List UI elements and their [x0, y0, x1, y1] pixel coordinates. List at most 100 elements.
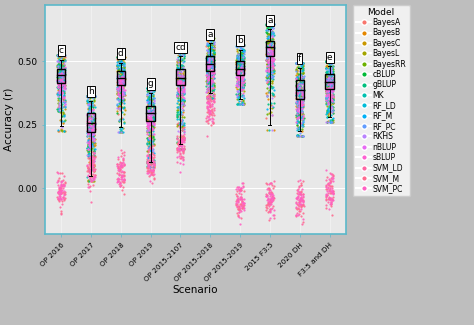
Point: [118, 99, 125, 104]
Point: [297, 85, 304, 90]
Point: [264, 24, 272, 29]
Point: [118, 84, 125, 90]
Point: [173, 115, 181, 120]
Point: [295, 119, 303, 124]
Point: [300, 60, 307, 65]
Point: [325, 64, 332, 70]
Point: [270, 196, 277, 201]
Point: [150, 85, 157, 91]
Point: [58, 105, 65, 110]
Point: [119, 79, 127, 84]
Point: [209, 120, 217, 125]
Point: [146, 98, 154, 103]
Point: [237, 202, 245, 207]
Point: [179, 73, 186, 79]
Point: [174, 65, 182, 70]
Point: [238, 53, 246, 58]
Point: [90, 93, 98, 98]
Point: [322, 79, 329, 84]
Point: [181, 147, 188, 152]
Point: [327, 74, 335, 79]
Point: [89, 124, 96, 129]
Point: [114, 55, 122, 60]
Point: [55, 107, 63, 112]
Point: [237, 85, 245, 91]
Point: [114, 179, 122, 184]
Point: [236, 42, 243, 47]
Point: [264, 37, 272, 42]
Point: [269, 30, 277, 35]
Point: [116, 63, 123, 68]
Point: [270, 22, 277, 27]
Point: [299, 99, 307, 104]
Point: [204, 78, 212, 83]
Point: [118, 71, 126, 76]
Point: [327, 99, 334, 104]
Point: [239, 102, 247, 107]
Point: [207, 91, 215, 97]
Point: [151, 171, 158, 176]
Point: [121, 93, 128, 98]
Point: [87, 168, 94, 173]
Point: [173, 80, 181, 85]
Point: [269, 47, 277, 53]
Point: [267, 22, 275, 27]
Point: [207, 73, 214, 78]
Point: [58, 53, 65, 58]
Point: [208, 101, 216, 107]
Point: [54, 194, 61, 199]
Point: [117, 74, 125, 79]
Point: [144, 89, 152, 94]
Point: [204, 118, 212, 123]
Point: [180, 129, 187, 135]
Point: [180, 58, 188, 63]
Point: [268, 51, 276, 57]
Point: [296, 178, 303, 183]
Point: [325, 92, 333, 98]
Point: [328, 120, 336, 125]
Point: [292, 90, 300, 96]
Point: [293, 61, 301, 66]
Point: [234, 57, 242, 62]
Point: [325, 104, 333, 109]
Point: [176, 58, 183, 63]
Point: [266, 76, 273, 81]
Point: [58, 87, 66, 92]
Point: [56, 52, 64, 58]
Point: [208, 98, 215, 104]
Point: [237, 87, 245, 92]
Point: [144, 154, 151, 159]
Point: [178, 138, 185, 143]
Point: [145, 123, 153, 128]
Point: [297, 103, 305, 109]
Point: [203, 74, 211, 80]
Point: [176, 48, 184, 54]
Point: [150, 112, 158, 118]
Point: [204, 76, 212, 81]
Point: [295, 96, 303, 101]
Point: [59, 77, 66, 83]
Point: [299, 60, 307, 65]
Point: [263, 28, 270, 33]
Point: [56, 55, 64, 60]
Point: [298, 134, 305, 139]
Point: [148, 117, 155, 122]
Point: [207, 36, 215, 42]
Point: [237, 62, 245, 67]
Point: [144, 138, 152, 143]
Point: [210, 55, 217, 60]
Point: [86, 176, 94, 181]
Point: [268, 57, 276, 62]
Point: [264, 80, 271, 85]
Point: [295, 101, 303, 106]
Point: [323, 193, 330, 199]
Point: [54, 189, 62, 194]
Point: [322, 65, 329, 70]
Point: [267, 39, 275, 44]
Point: [206, 108, 213, 113]
Point: [179, 104, 187, 109]
Point: [55, 73, 62, 79]
Point: [116, 87, 124, 93]
Point: [180, 146, 188, 151]
Point: [207, 36, 215, 41]
